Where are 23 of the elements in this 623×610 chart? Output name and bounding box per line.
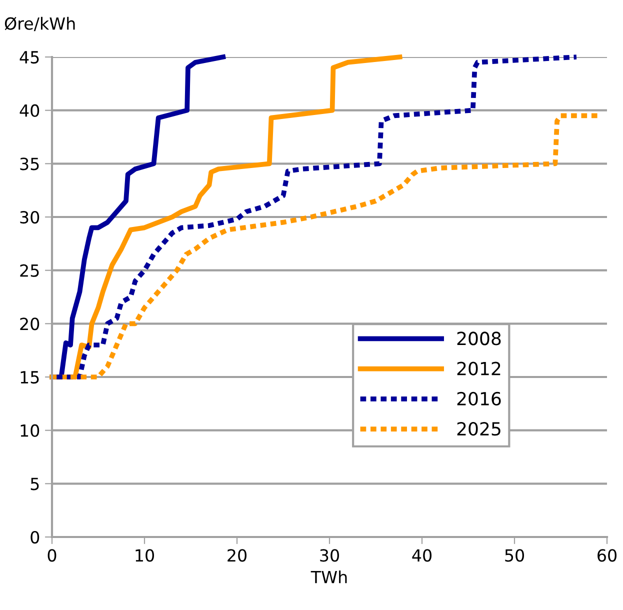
x-tick-label: 40	[412, 549, 432, 562]
y-axis-title: Øre/kWh	[4, 16, 75, 32]
y-tick-label: 10	[20, 424, 40, 437]
y-tick-label: 0	[30, 530, 40, 544]
x-tick-label: 30	[320, 549, 339, 562]
x-tick-label: 20	[228, 549, 246, 562]
legend-label: 2008	[457, 332, 501, 346]
legend-label: 2025	[457, 422, 500, 436]
x-tick-label: 10	[136, 549, 154, 562]
legend-label: 2016	[457, 392, 501, 406]
y-tick-label: 30	[20, 210, 40, 224]
y-tick-label: 20	[20, 318, 40, 330]
legend-label: 2012	[457, 362, 500, 376]
x-tick-label: 60	[598, 549, 616, 562]
x-tick-label: 50	[505, 549, 524, 562]
y-tick-label: 45	[20, 51, 39, 64]
y-tick-label: 25	[20, 264, 39, 277]
x-axis-title: TWh	[310, 570, 347, 584]
y-tick-label: 5	[30, 478, 39, 490]
x-tick-label: 0	[48, 549, 56, 562]
y-tick-label: 40	[20, 104, 40, 117]
y-tick-label: 15	[20, 371, 39, 384]
y-tick-label: 35	[20, 158, 39, 170]
